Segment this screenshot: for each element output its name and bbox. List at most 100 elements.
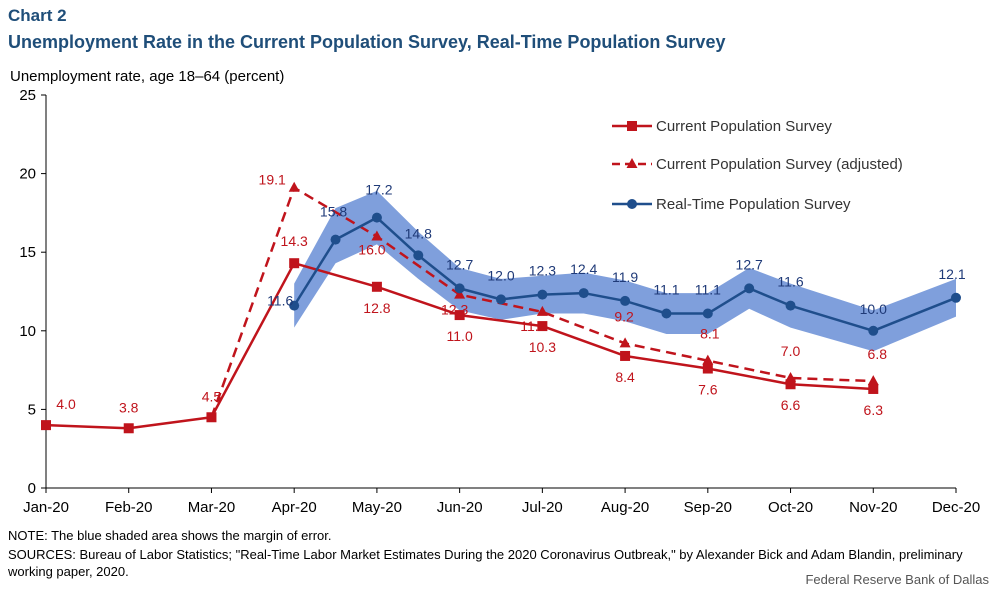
legend-entry-label: Current Population Survey (adjusted) — [656, 156, 903, 173]
triangle-marker — [371, 230, 383, 241]
data-label: 12.0 — [487, 267, 514, 283]
data-label: 7.0 — [781, 343, 801, 359]
x-tick-label: Mar-20 — [188, 499, 236, 516]
axes-layer: 0 5 10 15 20 25 Jan-20 Feb-20 Mar-20 Apr-20 May-20… — [19, 87, 980, 516]
data-label: 12.8 — [363, 300, 390, 316]
data-label: 16.0 — [358, 241, 385, 257]
data-label: 8.4 — [615, 369, 635, 385]
triangle-marker — [785, 371, 797, 382]
sources-note: SOURCES: Bureau of Labor Statistics; "Re… — [8, 547, 963, 579]
triangle-marker — [619, 337, 631, 348]
triangle-marker — [288, 181, 300, 192]
x-tick-label: Apr-20 — [272, 499, 317, 516]
square-marker — [627, 121, 637, 131]
y-tick-label: 15 — [19, 244, 36, 261]
x-tick-label: Jan-20 — [23, 499, 69, 516]
triangle-marker — [702, 354, 714, 365]
x-tick-label: Aug-20 — [601, 499, 649, 516]
circle-marker — [785, 300, 796, 311]
x-tick-label: May-20 — [352, 499, 402, 516]
data-label: 3.8 — [119, 399, 139, 415]
data-label: 11.0 — [447, 328, 473, 344]
data-label: 12.1 — [938, 266, 965, 282]
data-label: 11.6 — [267, 293, 293, 309]
data-label: 12.3 — [441, 302, 468, 318]
source-credit: Federal Reserve Bank of Dallas — [805, 572, 989, 587]
legend: Current Population Survey Current Populat… — [612, 118, 903, 213]
legend-entry-label: Real-Time Population Survey — [656, 196, 851, 213]
y-tick-label: 10 — [19, 323, 36, 340]
square-marker — [868, 383, 879, 394]
data-label: 8.1 — [700, 326, 720, 342]
data-label: 12.4 — [570, 261, 597, 277]
x-tick-label: Dec-20 — [932, 499, 980, 516]
y-tick-label: 0 — [28, 480, 36, 497]
circle-marker — [661, 308, 672, 319]
data-label: 12.7 — [736, 256, 763, 272]
x-tick-label: Sep-20 — [684, 499, 732, 516]
circle-marker — [537, 289, 548, 300]
circle-marker — [868, 325, 879, 336]
circle-marker — [702, 308, 713, 319]
x-tick-label: Jun-20 — [437, 499, 483, 516]
data-label: 15.8 — [320, 204, 347, 220]
data-label: 4.5 — [202, 388, 222, 404]
data-label: 6.8 — [868, 346, 888, 362]
data-label: 11.2 — [520, 318, 546, 334]
y-tick-label: 20 — [19, 166, 36, 183]
data-label: 14.3 — [281, 233, 308, 249]
data-label: 6.6 — [781, 397, 801, 413]
square-marker — [206, 412, 217, 423]
chart-label: Chart 2 — [8, 6, 67, 25]
circle-marker — [578, 288, 589, 299]
data-label: 11.9 — [612, 269, 638, 285]
line-chart: Unemployment rate, age 18–64 (percent) 0… — [10, 68, 980, 516]
square-marker — [371, 281, 382, 292]
data-label: 11.1 — [653, 282, 679, 298]
y-axis-label: Unemployment rate, age 18–64 (percent) — [10, 68, 284, 85]
triangle-marker — [454, 288, 466, 299]
data-label: 10.3 — [529, 339, 556, 355]
data-label: 17.2 — [365, 182, 392, 198]
legend-entry-label: Current Population Survey — [656, 118, 832, 135]
square-marker — [289, 258, 300, 269]
triangle-marker — [626, 158, 638, 168]
circle-marker — [330, 234, 341, 245]
y-tick-label: 5 — [28, 401, 36, 418]
circle-marker — [454, 283, 465, 294]
triangle-marker — [536, 305, 548, 316]
data-label: 6.3 — [864, 402, 884, 418]
data-label-layer: 4.0 3.8 4.5 14.3 12.8 11.0 10.3 8.4 7.6 6.6 6.3 19.… — [56, 172, 966, 418]
margin-of-error-band — [294, 190, 956, 352]
series-layer — [41, 181, 961, 434]
data-label: 7.6 — [698, 382, 718, 398]
data-label: 19.1 — [259, 172, 286, 188]
x-tick-label: Nov-20 — [849, 499, 897, 516]
data-label: 11.1 — [695, 282, 721, 298]
circle-marker — [744, 283, 755, 294]
square-marker — [454, 310, 465, 321]
x-tick-label: Feb-20 — [105, 499, 153, 516]
triangle-marker — [867, 375, 879, 386]
footnote: NOTE: The blue shaded area shows the mar… — [8, 528, 332, 543]
square-marker — [537, 321, 548, 332]
circle-marker — [627, 199, 637, 209]
square-marker — [123, 423, 134, 434]
square-marker — [785, 379, 796, 390]
circle-marker — [413, 250, 424, 261]
margin-of-error-band-layer — [294, 190, 956, 352]
x-tick-label: Oct-20 — [768, 499, 813, 516]
chart-title: Unemployment Rate in the Current Populat… — [8, 32, 726, 52]
data-label: 12.3 — [529, 263, 556, 279]
circle-marker — [496, 294, 506, 305]
data-label: 14.8 — [405, 225, 432, 241]
square-marker — [41, 420, 51, 431]
circle-marker — [620, 295, 631, 306]
circle-marker — [289, 300, 300, 311]
data-label: 4.0 — [56, 396, 76, 412]
square-marker — [620, 350, 631, 361]
data-label: 9.2 — [614, 308, 634, 324]
x-tick-label: Jul-20 — [522, 499, 563, 516]
y-tick-label: 25 — [19, 87, 36, 104]
circle-marker — [371, 212, 382, 223]
